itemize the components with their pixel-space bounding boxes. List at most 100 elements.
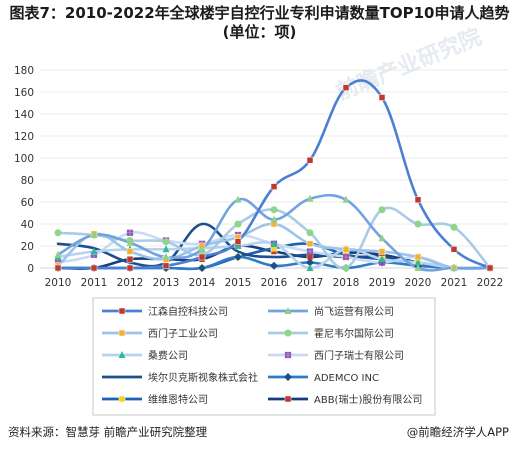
source-note: 资料来源：智慧芽 前瞻产业研究院整理 (8, 425, 208, 439)
x-axis: 2010 2011 2012 2013 2014 2015 2016 2017 2018 2019… (45, 277, 504, 289)
legend-label: 西门子瑞士有限公司 (314, 349, 404, 362)
data-point (126, 255, 134, 263)
marker-part (310, 248, 314, 252)
legend-marker (118, 307, 126, 315)
marker-part (90, 254, 94, 258)
x-tick-label: 2013 (153, 277, 180, 289)
marker-part (198, 240, 202, 244)
marker-part (306, 248, 310, 252)
legend-label: 维维恩特公司 (148, 393, 208, 406)
marker-part (284, 351, 288, 355)
data-point (126, 248, 134, 255)
data-point (54, 250, 62, 258)
marker-part (126, 229, 130, 233)
data-point (234, 253, 242, 261)
legend-marker (284, 307, 292, 314)
legend-label: 霍尼韦尔国际公司 (314, 327, 394, 340)
data-point (90, 247, 98, 255)
data-point (126, 229, 134, 236)
legend-marker (284, 395, 292, 403)
data-point (414, 253, 422, 261)
legend-item: 霍尼韦尔国际公司 (268, 327, 394, 340)
data-point (126, 264, 134, 272)
legend-item: ABB(瑞士)股份有限公司 (268, 393, 422, 406)
x-tick-label: 2011 (81, 277, 108, 289)
legend-item: ADEMCO INC (268, 373, 379, 384)
x-tick-label: 2017 (297, 277, 324, 289)
data-point (486, 264, 494, 272)
x-tick-label: 2021 (441, 277, 468, 289)
data-point (378, 234, 386, 242)
y-tick-label: 140 (14, 109, 34, 121)
data-point (270, 183, 278, 190)
data-point (342, 264, 350, 272)
data-point (342, 246, 350, 253)
marker-part (126, 232, 130, 236)
marker-part (346, 257, 350, 261)
data-point (234, 195, 242, 203)
y-tick-label: 40 (21, 219, 34, 231)
marker-part (130, 232, 134, 236)
brand-credit: @前瞻经济学人APP (406, 425, 509, 439)
marker-part (288, 355, 292, 359)
marker-part (310, 251, 314, 255)
legend-item: 西门子工业公司 (102, 327, 218, 340)
marker-part (306, 251, 310, 255)
data-point (414, 264, 422, 271)
marker-part (274, 240, 278, 244)
data-point (162, 245, 170, 253)
legend-item: 江森自控科技公司 (102, 305, 228, 318)
data-point (450, 223, 458, 231)
data-point (306, 264, 314, 271)
data-point (378, 255, 386, 263)
marker-part (342, 257, 346, 261)
marker-part (270, 240, 274, 244)
legend-marker (284, 373, 292, 381)
legend-marker (284, 351, 292, 359)
data-point (90, 231, 98, 238)
marker-part (94, 254, 98, 258)
marker-part (342, 253, 346, 257)
data-point (270, 215, 278, 223)
data-point (234, 220, 242, 228)
marker-part (130, 229, 134, 233)
legend-item: 桑费公司 (102, 349, 188, 362)
legend-item: 尚飞运营有限公司 (268, 305, 394, 318)
x-tick-label: 2018 (333, 277, 360, 289)
data-point (450, 246, 458, 253)
series-markers (54, 84, 494, 272)
marker-part (346, 253, 350, 257)
data-point (54, 229, 62, 237)
y-tick-label: 0 (27, 263, 34, 275)
y-tick-label: 180 (14, 65, 34, 77)
data-point (198, 253, 206, 261)
data-point (378, 94, 386, 101)
y-tick-label: 120 (14, 131, 34, 143)
legend-label: 江森自控科技公司 (148, 305, 228, 318)
legend-label: 桑费公司 (148, 349, 188, 362)
data-point (306, 156, 314, 164)
x-tick-label: 2020 (405, 277, 432, 289)
legend-item: 维维恩特公司 (102, 393, 208, 406)
marker-part (378, 262, 382, 266)
data-point (414, 258, 422, 266)
data-point (414, 220, 422, 228)
data-point (270, 239, 278, 247)
data-point (342, 84, 350, 91)
marker-part (54, 259, 58, 263)
marker-part (238, 231, 242, 235)
x-tick-label: 2012 (117, 277, 144, 289)
data-point (378, 206, 386, 214)
legend-marker (118, 351, 126, 358)
watermark: 前瞻产业研究院 (333, 24, 486, 106)
data-point (234, 238, 242, 245)
data-point (90, 264, 98, 272)
marker-part (58, 259, 62, 263)
y-tick-label: 20 (21, 241, 34, 253)
x-tick-label: 2016 (261, 277, 288, 289)
data-point (126, 238, 134, 246)
legend-label: 尚飞运营有限公司 (314, 305, 394, 318)
legend-box (92, 297, 436, 416)
data-point (270, 261, 278, 270)
data-point (306, 229, 314, 237)
